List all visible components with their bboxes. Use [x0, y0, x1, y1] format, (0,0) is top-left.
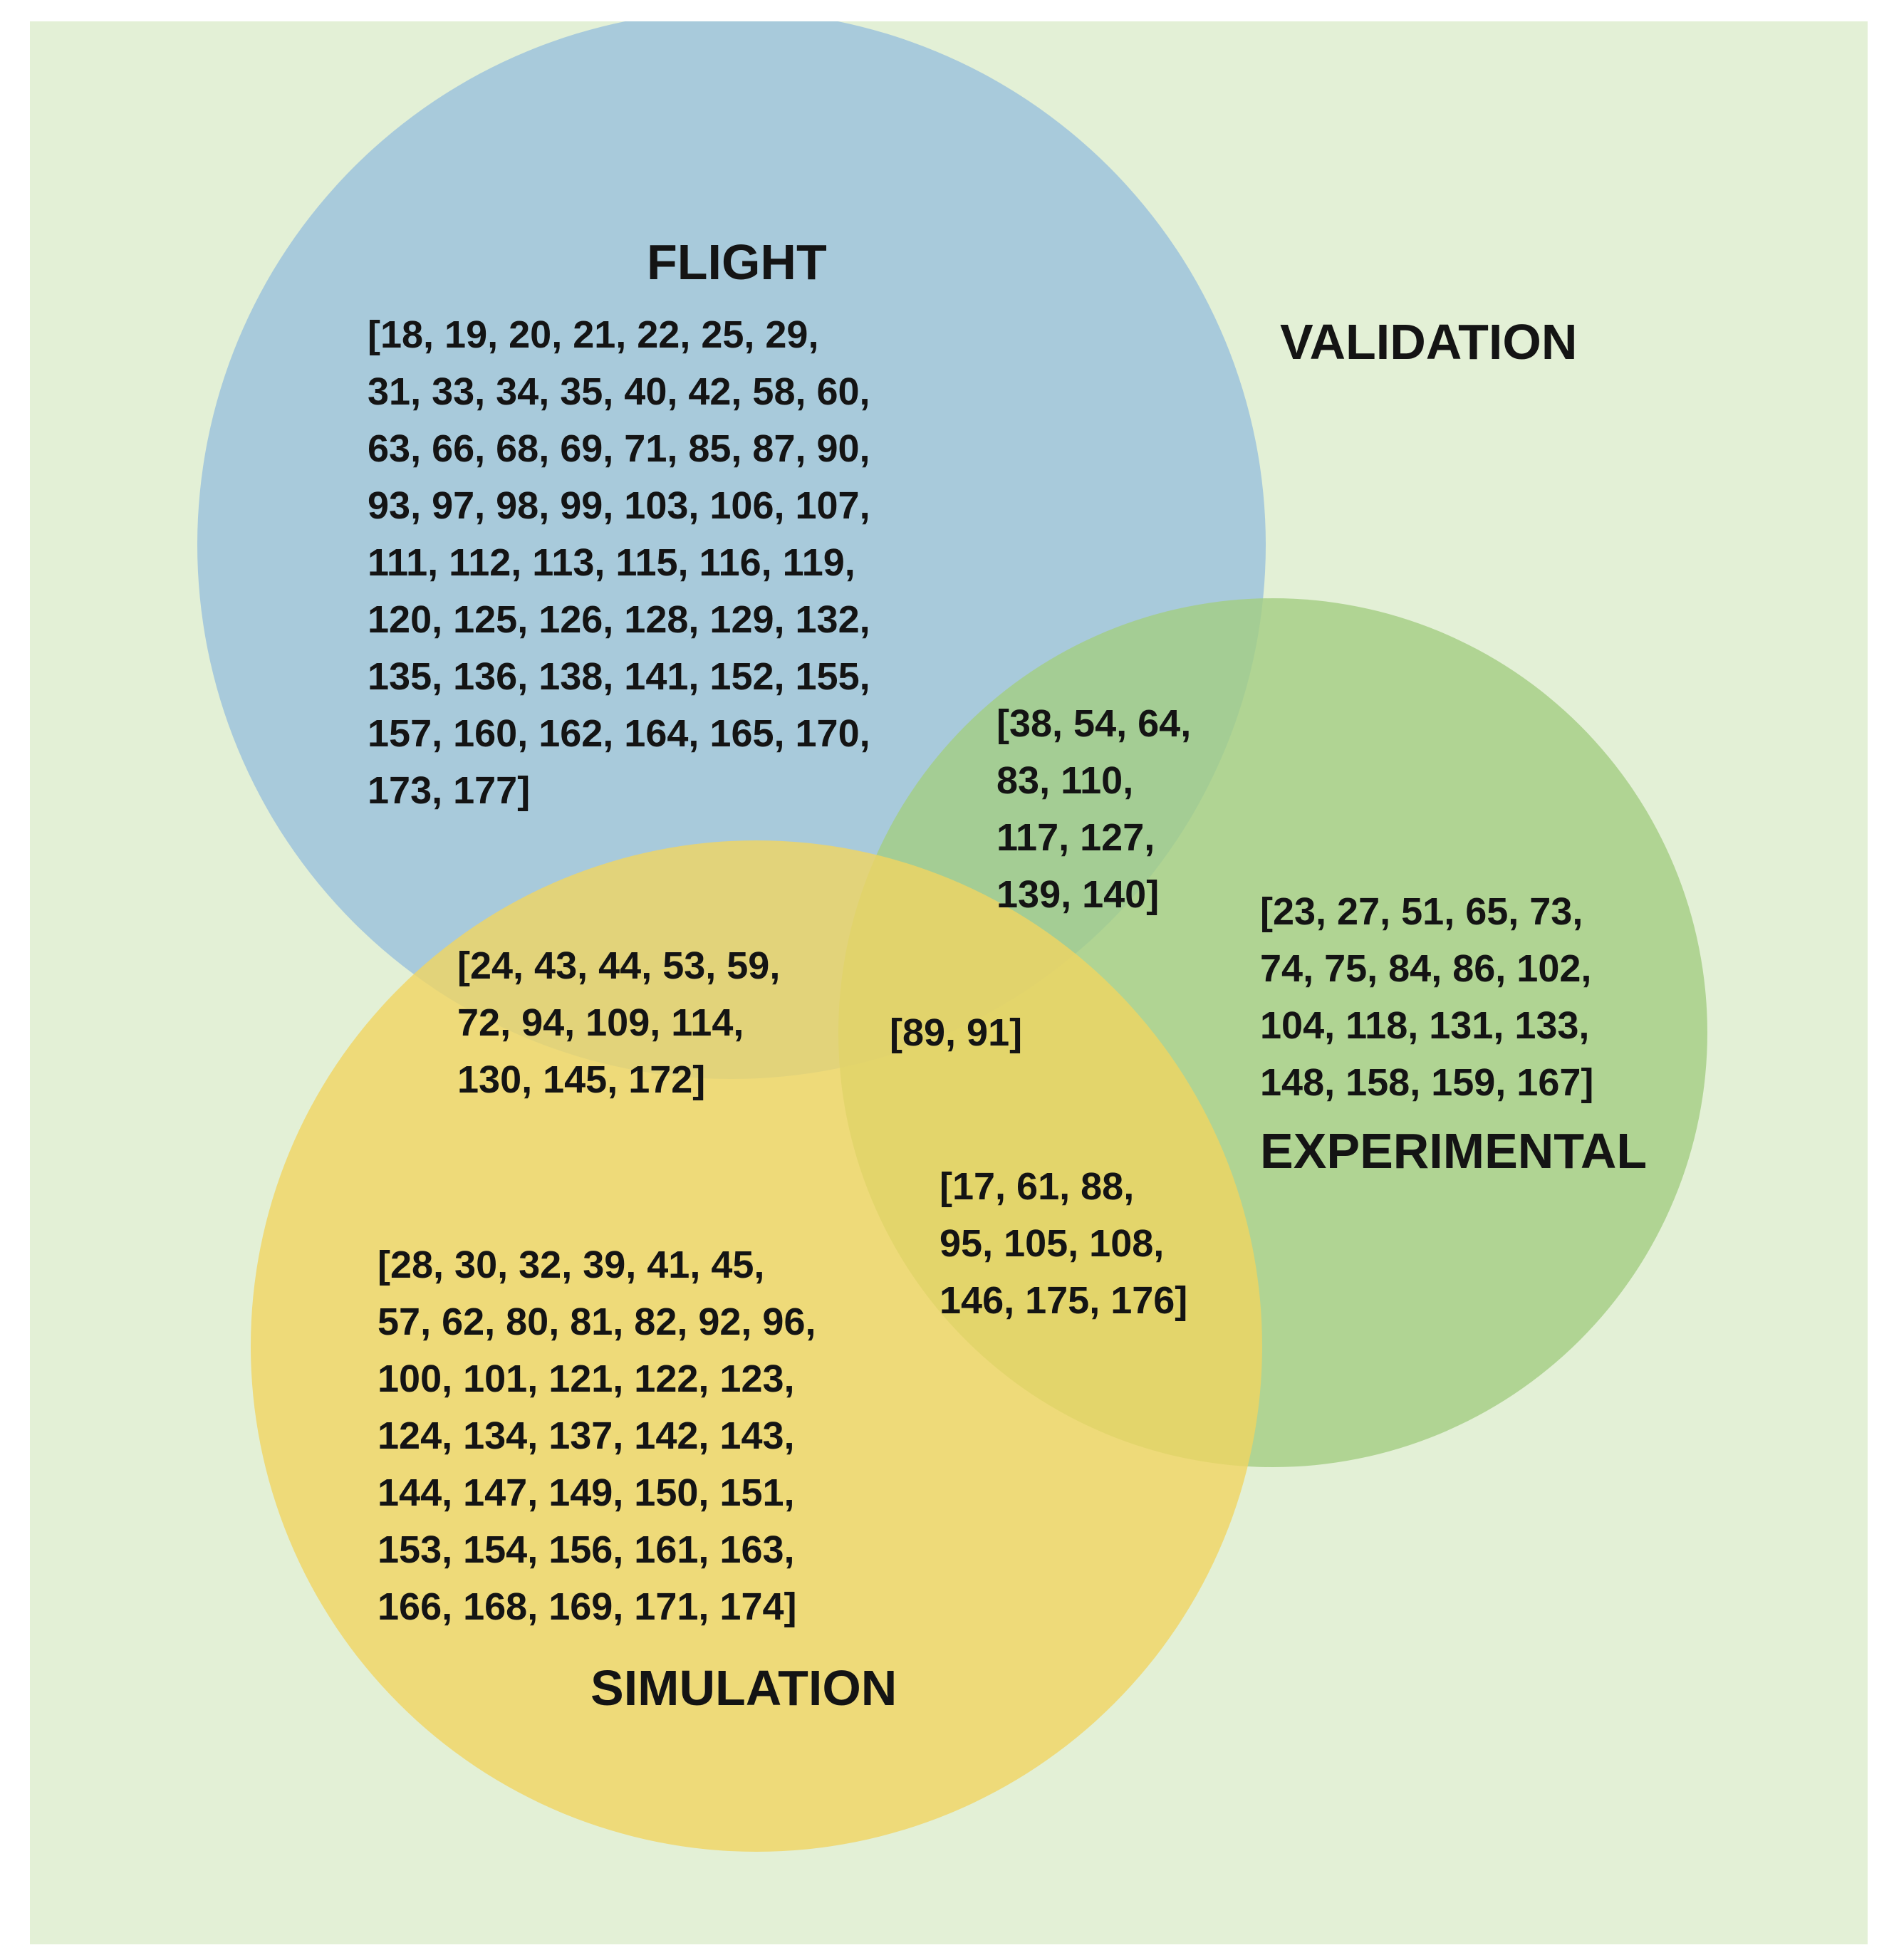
simulation-only-list: [28, 30, 32, 39, 41, 45, 57, 62, 80, 81,…	[378, 1244, 816, 1628]
experimental-label: EXPERIMENTAL	[1260, 1123, 1648, 1179]
experimental-only-list: [23, 27, 51, 65, 73, 74, 75, 84, 86, 102…	[1260, 890, 1594, 1104]
all-three-list: [89, 91]	[890, 1011, 1023, 1054]
simulation-experimental-list: [17, 61, 88, 95, 105, 108, 146, 175, 176…	[940, 1165, 1188, 1322]
flight-experimental-list: [38, 54, 64, 83, 110, 117, 127, 139, 140…	[996, 702, 1192, 916]
flight-simulation-list: [24, 43, 44, 53, 59, 72, 94, 109, 114, 1…	[457, 944, 781, 1101]
simulation-circle	[251, 840, 1262, 1852]
venn-circles	[197, 21, 1707, 1852]
flight-label: FLIGHT	[647, 234, 827, 290]
venn-diagram: VALIDATION FLIGHT EXPERIMENTAL SIMULATIO…	[30, 21, 1868, 1944]
diagram-title: VALIDATION	[1280, 314, 1578, 370]
simulation-label: SIMULATION	[590, 1660, 897, 1716]
flight-only-list: [18, 19, 20, 21, 22, 25, 29, 31, 33, 34,…	[368, 313, 870, 812]
